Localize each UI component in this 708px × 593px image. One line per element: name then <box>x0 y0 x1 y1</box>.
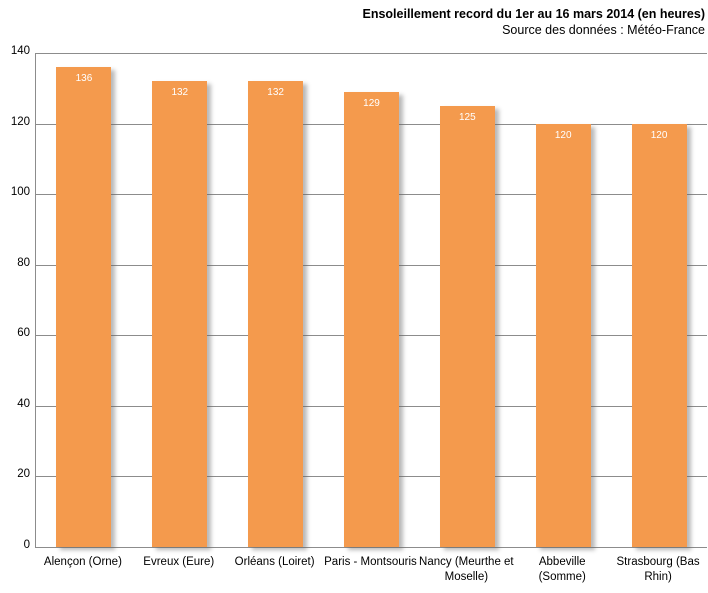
y-axis-tick-label: 0 <box>23 539 30 551</box>
bar-value-label: 129 <box>363 97 380 109</box>
bar-value-label: 136 <box>75 73 93 85</box>
y-axis-tick-label: 20 <box>17 468 30 481</box>
bar-value-label: 120 <box>554 129 572 141</box>
bar-2: 132 <box>152 81 208 547</box>
y-axis-tick-label: 140 <box>10 45 30 57</box>
y-axis-tick-label: 120 <box>10 115 30 128</box>
y-axis-tick-label: 60 <box>17 327 30 340</box>
y-axis-tick-label: 40 <box>17 397 30 410</box>
x-axis-category-label: Strasbourg (Bas Rhin) <box>616 556 700 583</box>
chart-subtitle: Source des données : Météo-France <box>502 23 705 37</box>
bar-value-label: 120 <box>650 129 668 141</box>
plot-area: 0 20 40 60 80 100 120 140 136 132 132 129 125 120 120 <box>11 45 707 551</box>
x-axis-category-label: Orléans (Loiret) <box>234 556 315 568</box>
bar-6: 120 <box>535 123 591 547</box>
bar-1: 136 <box>56 67 112 547</box>
y-axis-tick-label: 100 <box>10 186 30 199</box>
x-axis-category-label: Paris - Montsouris <box>324 556 417 568</box>
bar-7: 120 <box>631 123 687 547</box>
x-axis-category-label: Evreux (Eure) <box>143 556 215 568</box>
gridline-y-140 <box>36 53 707 54</box>
bar-4: 129 <box>344 91 399 547</box>
x-axis-category-label: Alençon (Orne) <box>43 556 122 568</box>
chart-title: Ensoleillement record du 1er au 16 mars … <box>362 7 705 21</box>
x-axis-category-label: Nancy (Meurthe et Moselle) <box>419 556 514 583</box>
bar-3: 132 <box>248 81 304 547</box>
x-axis-category-label: Abbeville (Somme) <box>538 556 586 583</box>
bar-value-label: 132 <box>267 87 284 99</box>
bar-value-label: 132 <box>171 87 189 99</box>
y-axis-tick-label: 80 <box>17 256 30 269</box>
chart-header: Ensoleillement record du 1er au 16 mars … <box>362 6 705 38</box>
bar-value-label: 125 <box>459 111 476 123</box>
bar-5: 125 <box>439 105 495 547</box>
